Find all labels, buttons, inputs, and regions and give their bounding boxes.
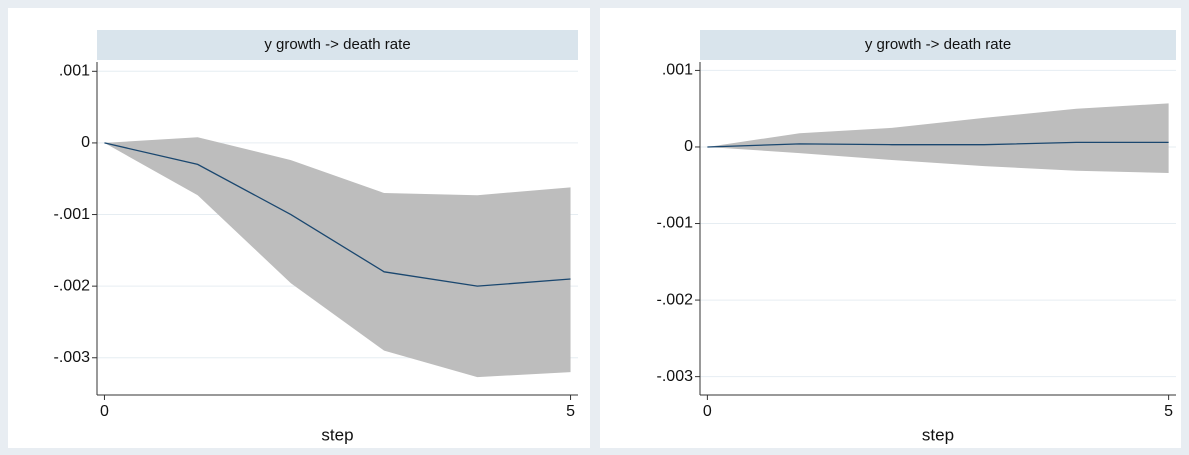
irf-line: [707, 141, 1169, 148]
x-axis-label: step: [321, 425, 353, 444]
irf-line: [104, 142, 571, 287]
panel-background: [600, 8, 1181, 448]
y-tick-label: 0: [684, 138, 693, 155]
y-tick-label: -.001: [54, 206, 91, 223]
y-tick-label: 0: [81, 134, 90, 151]
chart-panel: y growth -> death rate .001 0 -.001 -.002 -.0…: [600, 8, 1181, 448]
y-tick-label: .001: [59, 63, 90, 80]
chart-title: y growth -> death rate: [865, 36, 1011, 53]
confidence-band: [104, 137, 571, 378]
x-axis-label: step: [922, 425, 954, 444]
x-tick-label: 0: [703, 403, 712, 420]
x-tick-label: 0: [100, 403, 109, 420]
y-tick-label: .001: [662, 62, 693, 79]
chart-panel: y growth -> death rate .001 0 -.001 -.002 -.0…: [8, 8, 590, 448]
confidence-band: [707, 103, 1169, 173]
x-tick-label: 5: [1164, 403, 1173, 420]
y-tick-label: -.002: [657, 291, 694, 308]
y-tick-label: -.001: [657, 215, 694, 232]
y-tick-label: -.003: [657, 368, 694, 385]
y-tick-label: -.003: [54, 349, 91, 366]
y-tick-label: -.002: [54, 277, 91, 294]
x-tick-label: 5: [566, 403, 575, 420]
chart-title: y growth -> death rate: [264, 36, 410, 53]
title-strip: [700, 30, 1176, 60]
title-strip: [97, 30, 578, 60]
